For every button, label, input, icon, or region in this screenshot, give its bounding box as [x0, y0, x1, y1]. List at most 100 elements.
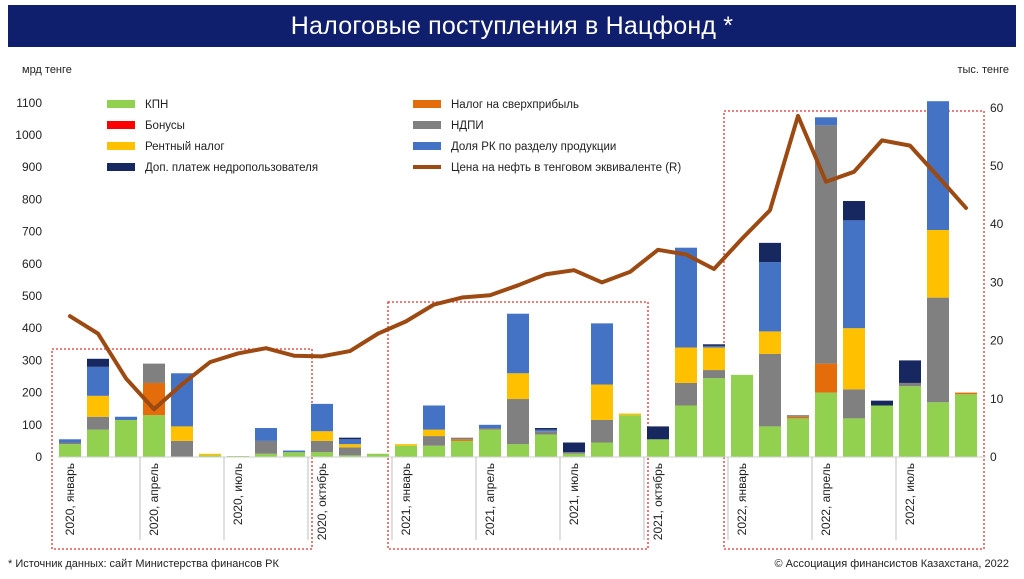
bar-ndpi-30 — [899, 382, 921, 387]
x-category-label: 2020, октябрь — [315, 463, 329, 540]
bar-kpn-10 — [339, 455, 361, 457]
bar-windfall_tax-26 — [787, 416, 809, 419]
legend-swatch-production_share — [413, 142, 441, 150]
bar-extra_payment-1 — [87, 358, 109, 367]
bar-extra_payment-30 — [899, 360, 921, 383]
bars — [59, 101, 977, 457]
x-category-label: 2020, июль — [231, 463, 245, 525]
bar-production_share-10 — [339, 439, 361, 445]
bar-kpn-29 — [871, 405, 893, 457]
x-category-label: 2020, апрель — [147, 463, 161, 536]
bar-extra_payment-10 — [339, 437, 361, 440]
bar-production_share-28 — [843, 220, 865, 329]
bar-production_share-19 — [591, 323, 613, 385]
bar-production_share-16 — [507, 313, 529, 374]
bar-ndpi-13 — [423, 436, 445, 446]
bar-extra_payment-21 — [647, 426, 669, 440]
bar-rent_tax-1 — [87, 395, 109, 417]
bar-rent_tax-16 — [507, 373, 529, 400]
bar-ndpi-3 — [143, 363, 165, 383]
bar-ndpi-19 — [591, 419, 613, 443]
bar-windfall_tax-32 — [955, 392, 977, 395]
bar-rent_tax-28 — [843, 328, 865, 390]
bar-kpn-31 — [927, 402, 949, 457]
bar-production_share-4 — [171, 373, 193, 427]
bar-ndpi-10 — [339, 447, 361, 456]
bar-kpn-23 — [703, 378, 725, 457]
bar-kpn-25 — [759, 426, 781, 457]
highlight-box — [723, 110, 985, 550]
legend-label-ndpi: НДПИ — [451, 120, 484, 132]
bar-production_share-27 — [815, 117, 837, 126]
x-category-label: 2022, июль — [903, 463, 917, 525]
bar-ndpi-26 — [787, 415, 809, 417]
bar-production_share-2 — [115, 416, 137, 420]
bar-rent_tax-19 — [591, 384, 613, 420]
bar-rent_tax-31 — [927, 229, 949, 298]
bar-kpn-11 — [367, 453, 389, 457]
bar-kpn-21 — [647, 439, 669, 457]
bar-ndpi-4 — [171, 440, 193, 457]
right-tick-label: 50 — [990, 159, 1004, 173]
legend-label-bonuses: Бонусы — [145, 120, 185, 132]
bar-windfall_tax-3 — [143, 382, 165, 416]
bar-ndpi-27 — [815, 125, 837, 364]
bar-production_share-8 — [283, 450, 305, 453]
bar-extra_payment-23 — [703, 344, 725, 346]
bar-rent_tax-12 — [395, 444, 417, 446]
bar-kpn-24 — [731, 374, 753, 457]
left-tick-label: 500 — [22, 289, 42, 303]
bar-rent_tax-9 — [311, 431, 333, 441]
copyright-note: © Ассоциация финансистов Казахстана, 202… — [774, 558, 1009, 570]
left-axis-unit: мрд тенге — [22, 64, 72, 76]
bar-rent_tax-22 — [675, 347, 697, 383]
bar-kpn-30 — [899, 386, 921, 457]
left-tick-label: 1000 — [15, 128, 42, 142]
bar-kpn-0 — [59, 444, 81, 457]
x-category-label: 2021, октябрь — [651, 463, 665, 540]
legend-label-extra_payment: Доп. платеж недропользователя — [145, 162, 318, 174]
bar-windfall_tax-14 — [451, 439, 473, 441]
legend-swatch-bonuses — [107, 121, 135, 129]
left-tick-label: 700 — [22, 225, 42, 239]
bar-kpn-19 — [591, 442, 613, 457]
left-tick-label: 0 — [35, 450, 42, 464]
source-note: * Источник данных: сайт Министерства фин… — [8, 558, 279, 570]
legend-swatch-extra_payment — [107, 163, 135, 171]
right-axis-unit: тыс. тенге — [957, 64, 1009, 76]
bar-kpn-20 — [619, 415, 641, 457]
highlight-box — [387, 301, 649, 550]
x-category-label: 2021, апрель — [483, 463, 497, 536]
bar-ndpi-7 — [255, 440, 277, 454]
legend-swatch-kpn — [107, 100, 135, 108]
right-tick-label: 40 — [990, 217, 1004, 231]
legend-label-rent_tax: Рентный налог — [145, 141, 225, 153]
bar-kpn-26 — [787, 418, 809, 457]
left-tick-label: 600 — [22, 257, 42, 271]
x-category-label: 2022, апрель — [819, 463, 833, 536]
bar-kpn-28 — [843, 418, 865, 457]
oil-price-line — [68, 113, 968, 412]
bar-kpn-22 — [675, 405, 697, 457]
legend-swatch-rent_tax — [107, 142, 135, 150]
bar-ndpi-9 — [311, 440, 333, 453]
bar-production_share-1 — [87, 366, 109, 396]
bar-ndpi-14 — [451, 437, 473, 440]
chart-title: Налоговые поступления в Нацфонд * — [290, 11, 734, 40]
bar-ndpi-25 — [759, 353, 781, 427]
bar-kpn-2 — [115, 419, 137, 457]
left-tick-label: 100 — [22, 418, 42, 432]
bar-kpn-1 — [87, 429, 109, 457]
x-category-label: 2022, январь — [735, 463, 749, 535]
axes: 0 100 200 300 400 500 600 700 800 900 1000 1100 0 10 2… — [15, 96, 1003, 540]
bar-production_share-13 — [423, 405, 445, 430]
x-category-label: 2021, июль — [567, 463, 581, 525]
bar-kpn-32 — [955, 394, 977, 457]
bar-rent_tax-25 — [759, 331, 781, 354]
legend-swatch-windfall_tax — [413, 100, 441, 108]
right-tick-label: 30 — [990, 275, 1004, 289]
left-tick-label: 300 — [22, 353, 42, 367]
bar-kpn-9 — [311, 452, 333, 457]
bar-ndpi-23 — [703, 370, 725, 379]
